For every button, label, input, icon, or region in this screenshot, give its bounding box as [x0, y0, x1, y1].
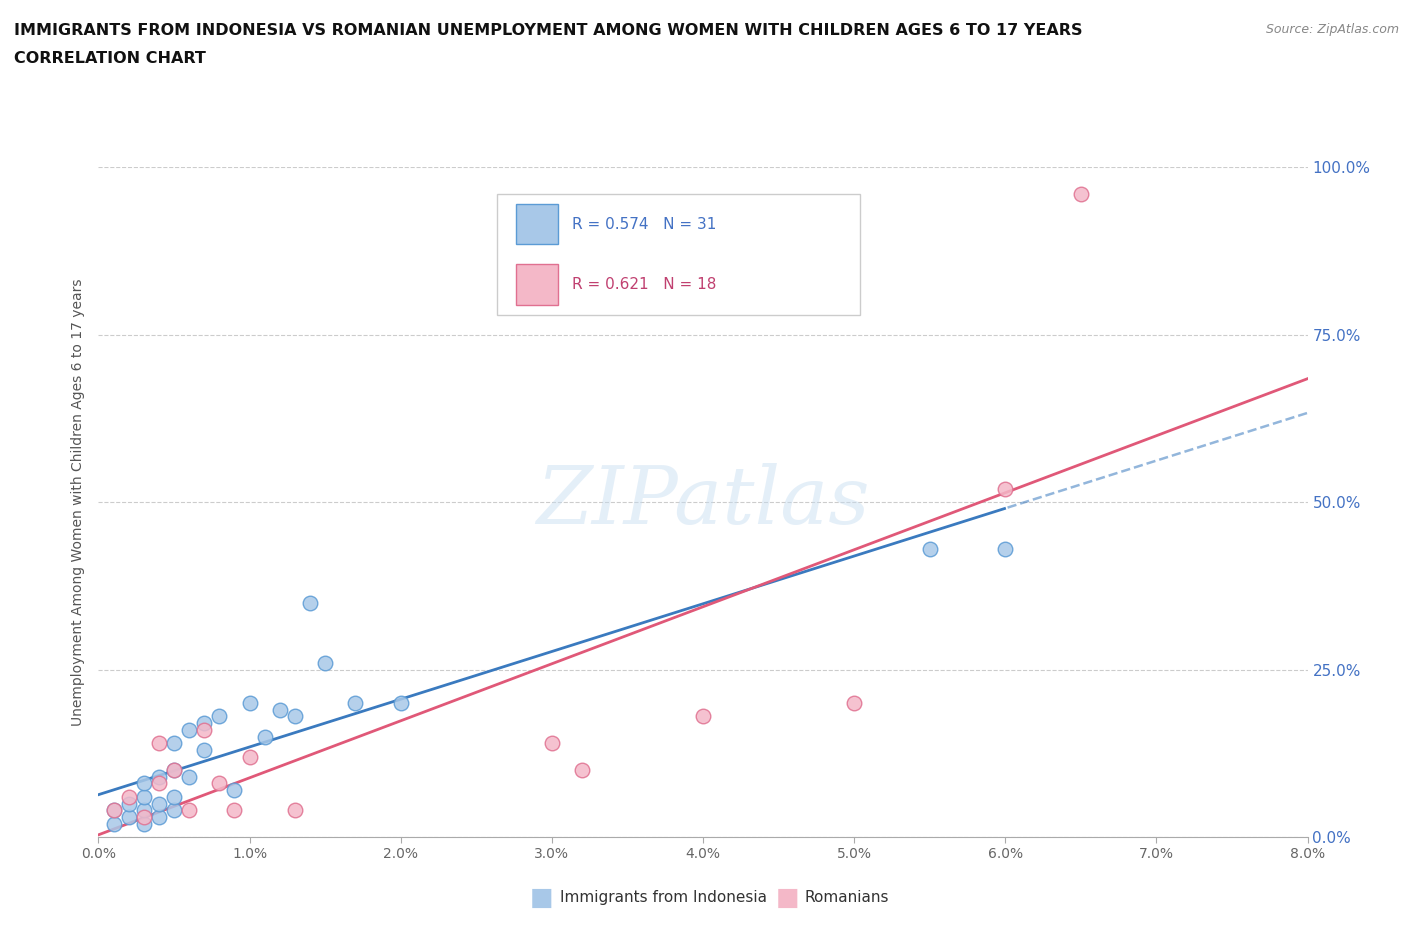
Point	[284, 803, 307, 817]
Point	[132, 790, 155, 804]
Bar	[516, 264, 558, 305]
Text: IMMIGRANTS FROM INDONESIA VS ROMANIAN UNEMPLOYMENT AMONG WOMEN WITH CHILDREN AGE: IMMIGRANTS FROM INDONESIA VS ROMANIAN UN…	[14, 23, 1083, 38]
Point	[132, 803, 155, 817]
Text: Romanians: Romanians	[804, 890, 889, 905]
Point	[208, 709, 231, 724]
Point	[163, 763, 186, 777]
Point	[541, 736, 564, 751]
Point	[148, 809, 170, 824]
Point	[918, 541, 941, 556]
Point	[994, 541, 1017, 556]
Text: Source: ZipAtlas.com: Source: ZipAtlas.com	[1265, 23, 1399, 36]
Point	[193, 716, 215, 731]
Bar	[516, 205, 558, 245]
Point	[132, 809, 155, 824]
Text: ■: ■	[776, 885, 799, 910]
Point	[103, 817, 125, 831]
Point	[193, 723, 215, 737]
Text: CORRELATION CHART: CORRELATION CHART	[14, 51, 205, 66]
Point	[148, 769, 170, 784]
Point	[994, 482, 1017, 497]
Point	[163, 803, 186, 817]
Point	[284, 709, 307, 724]
Point	[344, 696, 367, 711]
Point	[132, 776, 155, 790]
Point	[179, 769, 201, 784]
Point	[253, 729, 276, 744]
Point	[314, 656, 336, 671]
Point	[163, 736, 186, 751]
Point	[239, 696, 262, 711]
Point	[148, 776, 170, 790]
Point	[193, 742, 215, 757]
Point	[239, 750, 262, 764]
Point	[1070, 187, 1092, 202]
Point	[103, 803, 125, 817]
Y-axis label: Unemployment Among Women with Children Ages 6 to 17 years: Unemployment Among Women with Children A…	[72, 278, 86, 726]
Point	[179, 723, 201, 737]
Point	[844, 696, 866, 711]
Text: R = 0.621   N = 18: R = 0.621 N = 18	[572, 277, 717, 292]
FancyBboxPatch shape	[498, 194, 860, 314]
Point	[224, 783, 246, 798]
Point	[692, 709, 714, 724]
Point	[571, 763, 593, 777]
Point	[269, 702, 291, 717]
Point	[132, 817, 155, 831]
Text: R = 0.574   N = 31: R = 0.574 N = 31	[572, 217, 717, 232]
Text: ■: ■	[530, 885, 553, 910]
Text: Immigrants from Indonesia: Immigrants from Indonesia	[560, 890, 766, 905]
Point	[103, 803, 125, 817]
Point	[148, 736, 170, 751]
Point	[118, 796, 141, 811]
Text: ZIPatlas: ZIPatlas	[536, 463, 870, 541]
Point	[118, 809, 141, 824]
Point	[208, 776, 231, 790]
Point	[179, 803, 201, 817]
Point	[163, 763, 186, 777]
Point	[148, 796, 170, 811]
Point	[299, 595, 322, 610]
Point	[118, 790, 141, 804]
Point	[224, 803, 246, 817]
Point	[163, 790, 186, 804]
Point	[389, 696, 412, 711]
